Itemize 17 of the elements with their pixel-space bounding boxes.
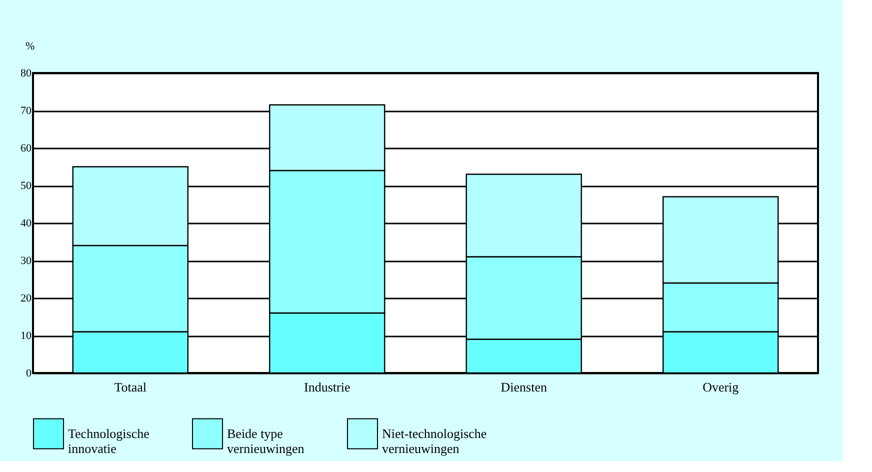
legend-label: Niet-technologische vernieuwingen — [382, 426, 487, 456]
y-tick-label: 70 — [20, 105, 32, 117]
legend-label: Technologische innovatie — [68, 426, 150, 456]
y-tick-label: 50 — [20, 180, 32, 192]
y-tick-label: 80 — [20, 68, 32, 80]
legend-label: Beide type vernieuwingen — [227, 426, 305, 456]
y-tick-label: 30 — [20, 255, 32, 267]
y-axis-title: % — [26, 40, 35, 52]
y-tick-label: 0 — [26, 368, 32, 380]
y-tick-label: 10 — [20, 330, 32, 342]
y-tick-label: 20 — [20, 292, 32, 304]
x-tick-label: Industrie — [304, 380, 350, 394]
y-tick-label: 40 — [20, 218, 32, 230]
y-tick-label: 60 — [20, 142, 32, 154]
x-tick-label: Diensten — [500, 380, 548, 394]
x-tick-label: Totaal — [114, 380, 147, 394]
x-tick-label: Overig — [702, 380, 740, 394]
